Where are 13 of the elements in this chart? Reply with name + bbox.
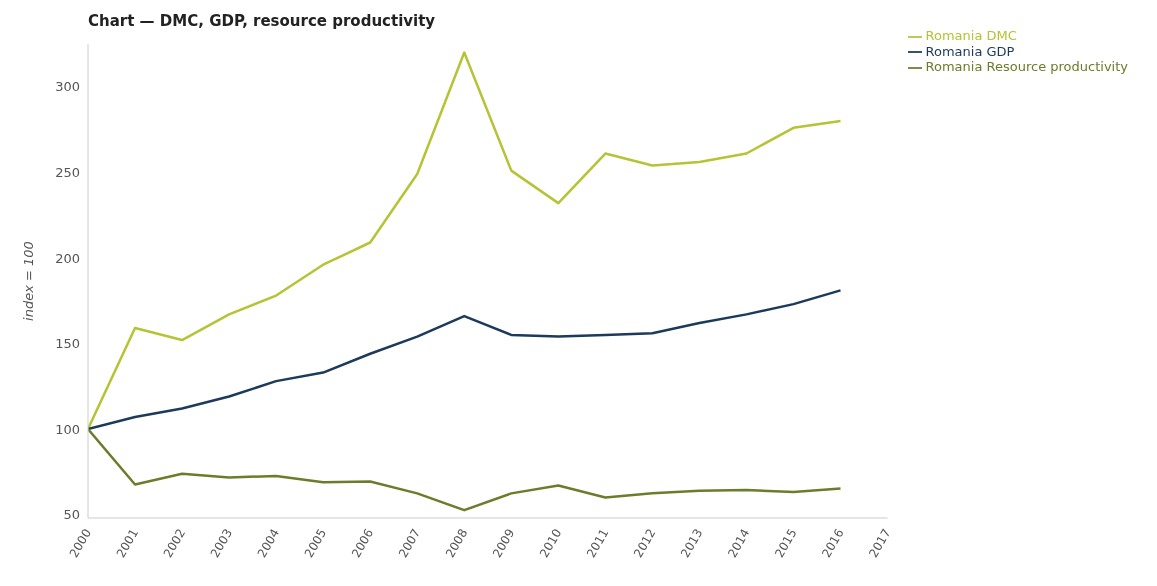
legend-label: Romania DMC xyxy=(925,28,1017,43)
y-tick-label: 50 xyxy=(63,507,80,523)
y-tick-label: 250 xyxy=(55,164,80,180)
legend-label: Romania GDP xyxy=(925,43,1015,59)
y-axis-title: index = 100 xyxy=(20,241,36,321)
y-tick-label: 300 xyxy=(55,79,80,95)
line-series xyxy=(88,289,842,431)
y-tick-label: 200 xyxy=(55,250,80,266)
line-series xyxy=(88,427,842,512)
chart-title: Chart — DMC, GDP, resource productivity xyxy=(88,12,436,30)
y-tick-label: 100 xyxy=(55,421,80,437)
y-tick-label: 150 xyxy=(55,336,80,352)
legend-label: Romania Resource productivity xyxy=(925,59,1128,74)
